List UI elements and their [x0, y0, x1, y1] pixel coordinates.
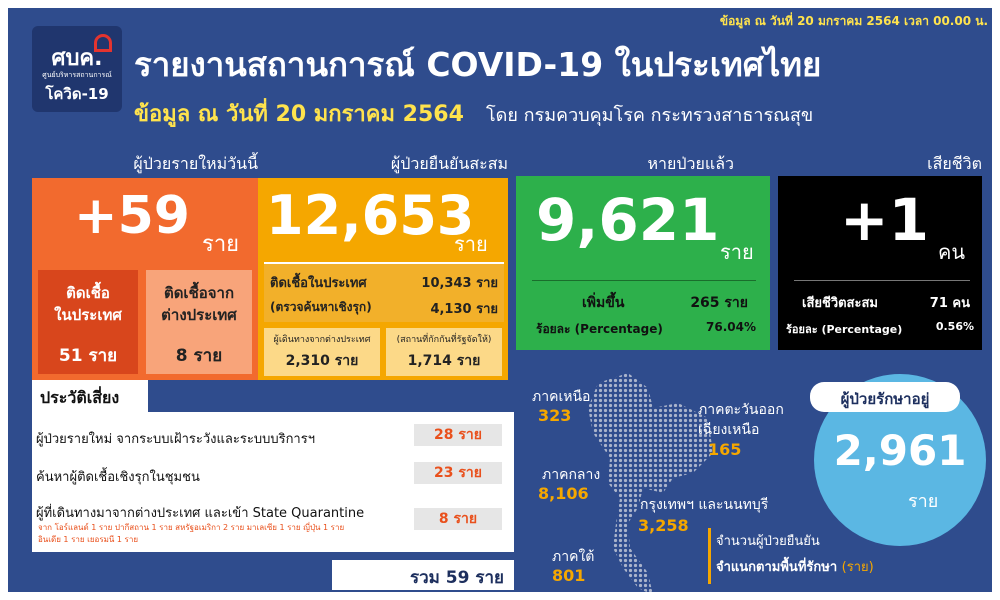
- map-shape: [588, 373, 713, 592]
- row-value: 76.04%: [706, 320, 756, 334]
- big-number: +59: [74, 186, 190, 246]
- line: ในประเทศ: [54, 306, 122, 324]
- risk-label: ค้นหาผู้ติดเชื้อเชิงรุกในชุมชน: [36, 470, 200, 485]
- row-label: ติดเชื้อในประเทศ: [270, 276, 367, 291]
- local-box: ติดเชื้อในประเทศ 51 ราย: [38, 270, 138, 374]
- local-label: ติดเชื้อในประเทศ: [38, 282, 138, 326]
- risk-list: ผู้ป่วยรายใหม่ จากระบบเฝ้าระวังและระบบบร…: [32, 412, 514, 552]
- line: อินเดีย 1 ราย เยอรมนี 1 ราย: [38, 535, 139, 544]
- divider: [532, 280, 756, 281]
- subtitle-date: ข้อมูล ณ วันที่ 20 มกราคม 2564: [134, 102, 464, 127]
- logo: ศบค. ศูนย์บริหารสถานการณ์ โควิด-19: [32, 26, 122, 112]
- imported-box: ติดเชื้อจากต่างประเทศ 8 ราย: [146, 270, 252, 374]
- unit: ราย: [202, 232, 240, 257]
- treating-value: 2,961: [833, 426, 967, 475]
- date-note: ข้อมูล ณ วันที่ 20 มกราคม 2564 เวลา 00.0…: [719, 14, 988, 28]
- region-value: 165: [708, 440, 742, 459]
- risk-title-box: ประวัติเสี่ยง: [32, 380, 148, 412]
- subtitle-source: โดย กรมควบคุมโรค กระทรวงสาธารณสุข: [486, 105, 814, 126]
- deaths-card: +1 คน เสียชีวิตสะสม 71 คน ร้อยละ (Percen…: [778, 176, 982, 350]
- region-value: 323: [538, 406, 572, 425]
- logo-name: โควิด-19: [45, 85, 109, 103]
- unit: ราย: [454, 232, 488, 256]
- risk-value: 28 ราย: [414, 424, 502, 446]
- region-name: ภาคกลาง: [542, 467, 601, 483]
- region-name: ภาคตะวันออกเฉียงเหนือ: [698, 400, 784, 440]
- local-value: 51 ราย: [58, 346, 118, 366]
- region-name: ภาคใต้: [552, 549, 595, 565]
- region-name: กรุงเทพฯ และนนทบุรี: [640, 497, 769, 513]
- region-value: 3,258: [638, 516, 689, 535]
- row-value: 71 คน: [929, 296, 970, 311]
- region-name: ภาคเหนือ: [532, 389, 591, 405]
- card-label: หายป่วยแล้ว: [647, 154, 734, 173]
- sub-label: (สถานที่กักกันที่รัฐจัดให้): [396, 335, 492, 345]
- line: ต่างประเทศ: [161, 306, 237, 324]
- logo-org: ศูนย์บริหารสถานการณ์: [42, 71, 112, 79]
- sub-value: 1,714 ราย: [407, 353, 481, 369]
- sub-box: ผู้เดินทางจากต่างประเทศ 2,310 ราย: [264, 328, 380, 376]
- rows: ติดเชื้อในประเทศ 10,343 ราย (ตรวจค้นหาเช…: [264, 262, 504, 322]
- row-label: เพิ่มขึ้น: [582, 295, 625, 311]
- row-value: 0.56%: [935, 320, 974, 333]
- recovered-card: 9,621 ราย เพิ่มขึ้น 265 ราย ร้อยละ (Perc…: [516, 176, 770, 350]
- imported-value: 8 ราย: [175, 346, 223, 366]
- big-number: 12,653: [266, 184, 475, 247]
- region-value: 801: [552, 566, 586, 585]
- row-value: 10,343 ราย: [421, 276, 498, 291]
- row-label: (ตรวจค้นหาเชิงรุก): [270, 300, 372, 314]
- region-caption: จำนวนผู้ป่วยยืนยัน: [716, 534, 820, 549]
- risk-value: 8 ราย: [414, 508, 502, 530]
- line: (ราย): [841, 560, 874, 575]
- title: รายงานสถานการณ์ COVID-19 ในประเทศไทย: [134, 45, 822, 84]
- row-label: ร้อยละ (Percentage): [536, 322, 663, 336]
- imported-label: ติดเชื้อจากต่างประเทศ: [146, 282, 252, 326]
- treating-label: ผู้ป่วยรักษาอยู่: [840, 390, 930, 408]
- total-box: รวม 59 ราย: [332, 560, 514, 590]
- row-label: ร้อยละ (Percentage): [786, 323, 903, 336]
- region-caption: จำแนกตามพื้นที่รักษา (ราย): [716, 556, 874, 577]
- risk-label: ผู้ป่วยรายใหม่ จากระบบเฝ้าระวังและระบบบร…: [36, 432, 316, 447]
- card-label: ผู้ป่วยยืนยันสะสม: [390, 154, 508, 173]
- cumulative-card: 12,653 ราย ติดเชื้อในประเทศ 10,343 ราย (…: [258, 178, 508, 380]
- logo-abbr: ศบค.: [51, 46, 103, 71]
- risk-value: 23 ราย: [414, 462, 502, 484]
- row-value: 4,130 ราย: [430, 302, 498, 317]
- sub-label: ผู้เดินทางจากต่างประเทศ: [273, 335, 371, 345]
- sub-box: (สถานที่กักกันที่รัฐจัดให้) 1,714 ราย: [386, 328, 502, 376]
- line: ติดเชื้อ: [66, 284, 110, 302]
- thailand-map: [588, 373, 713, 592]
- row-value: 265 ราย: [690, 295, 748, 311]
- big-number: 9,621: [536, 186, 720, 254]
- unit: คน: [938, 240, 966, 264]
- card-label: เสียชีวิต: [927, 154, 982, 173]
- new-cases-card: +59 ราย ติดเชื้อในประเทศ 51 ราย ติดเชื้อ…: [32, 178, 258, 380]
- line: เฉียงเหนือ: [698, 422, 760, 438]
- risk-total: รวม 59 ราย: [409, 568, 504, 588]
- line: จำแนกตามพื้นที่รักษา: [716, 560, 838, 575]
- risk-title: ประวัติเสี่ยง: [40, 388, 120, 407]
- row-label: เสียชีวิตสะสม: [802, 296, 878, 311]
- line: จาก โอร์แลนด์ 1 ราย ปากีสถาน 1 ราย สหรัฐ…: [38, 523, 345, 532]
- caption-bar: [708, 528, 711, 584]
- region-value: 8,106: [538, 484, 589, 503]
- logo-icon: [94, 34, 112, 52]
- line: ภาคตะวันออก: [698, 402, 784, 418]
- treating-unit: ราย: [908, 491, 939, 512]
- big-number: +1: [840, 186, 929, 254]
- divider: [794, 280, 970, 281]
- risk-label: ผู้ที่เดินทางมาจากต่างประเทศ และเข้า Sta…: [36, 506, 365, 521]
- sub-value: 2,310 ราย: [285, 353, 359, 369]
- infographic: ข้อมูล ณ วันที่ 20 มกราคม 2564 เวลา 00.0…: [8, 8, 992, 592]
- line: ติดเชื้อจาก: [163, 284, 235, 302]
- risk-note: จาก โอร์แลนด์ 1 ราย ปากีสถาน 1 ราย สหรัฐ…: [38, 522, 344, 546]
- card-label: ผู้ป่วยรายใหม่วันนี้: [133, 154, 258, 173]
- unit: ราย: [720, 240, 754, 264]
- treating-label-box: ผู้ป่วยรักษาอยู่: [810, 382, 960, 412]
